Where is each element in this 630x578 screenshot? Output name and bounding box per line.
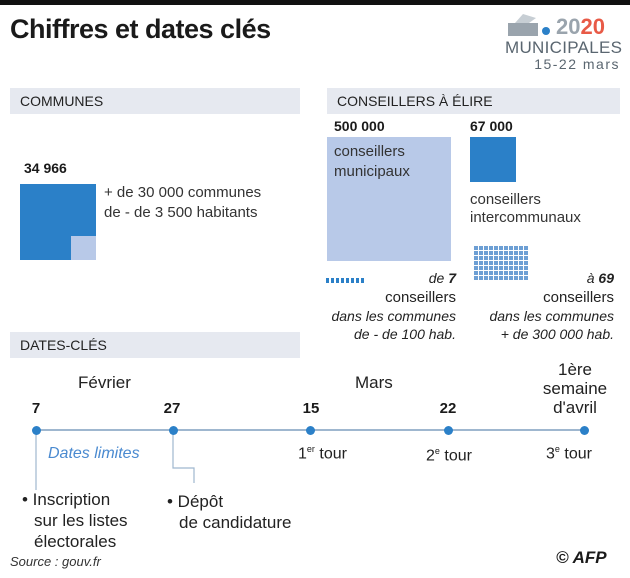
- small-commune-line2: dans les communes: [331, 308, 456, 324]
- communes-value: 34 966: [24, 160, 67, 176]
- inter-value: 67 000: [470, 118, 513, 134]
- communes-desc-2: de - de 3 500 habitants: [104, 204, 258, 221]
- month-march: Mars: [355, 373, 393, 392]
- ballot-box-icon: [508, 14, 550, 36]
- top-rule: [0, 0, 630, 5]
- section-dates: DATES-CLÉS: [10, 332, 300, 358]
- tour-3: 3e tour: [546, 444, 592, 463]
- source-note: Source : gouv.fr: [10, 554, 101, 569]
- note-inscription: • Inscription sur les listes électorales: [22, 489, 128, 552]
- large-commune-line3: + de 300 000 hab.: [500, 326, 614, 342]
- timeline-dot-avril: [580, 426, 589, 435]
- logo-dates: 15-22 mars: [534, 56, 620, 72]
- date-27: 27: [163, 400, 181, 417]
- municipaux-square: [327, 137, 451, 261]
- note-depot-1: • Dépôt: [167, 492, 224, 511]
- small-commune-line3: de - de 100 hab.: [354, 326, 456, 342]
- dates-limites-label: Dates limites: [48, 445, 140, 462]
- section-communes: COMMUNES: [10, 88, 300, 114]
- large-commune-count: à 69: [586, 270, 614, 286]
- section-conseillers: CONSEILLERS À ÉLIRE: [327, 88, 620, 114]
- inter-label-2: intercommunaux: [470, 209, 581, 226]
- note-depot: • Dépôt de candidature: [167, 491, 291, 533]
- timeline-dot-15: [306, 426, 315, 435]
- small-commune-word: conseillers: [385, 289, 456, 306]
- month-april: 1ère semaine d'avril: [540, 360, 610, 417]
- logo-year: 2020: [556, 14, 605, 39]
- timeline-dot-27: [169, 426, 178, 435]
- month-february: Février: [78, 373, 131, 392]
- inter-label-1: conseillers: [470, 191, 541, 208]
- small-commune-count: de 7: [428, 270, 456, 286]
- afp-credit: © AFP: [556, 548, 607, 567]
- date-15: 15: [302, 400, 320, 417]
- municipaux-label-2: municipaux: [334, 163, 410, 180]
- timeline-dot-7: [32, 426, 41, 435]
- large-commune-word: conseillers: [543, 289, 614, 306]
- note-inscription-2: sur les listes: [34, 511, 128, 530]
- communes-sub-square: [71, 236, 96, 260]
- large-commune-line2: dans les communes: [489, 308, 614, 324]
- communes-desc-1: + de 30 000 communes: [104, 184, 262, 201]
- tour-2: 2e tour: [426, 446, 472, 465]
- municipaux-label-1: conseillers: [334, 143, 405, 160]
- note-inscription-3: électorales: [34, 532, 117, 551]
- tour-1: 1er tour: [298, 444, 347, 463]
- small-commune-dots: [326, 278, 364, 283]
- page-title: Chiffres et dates clés: [10, 14, 271, 44]
- avril-line-1: 1ère: [557, 360, 593, 379]
- logo-label: MUNICIPALES: [505, 38, 623, 57]
- date-22: 22: [439, 400, 457, 417]
- large-commune-grid: [474, 246, 529, 281]
- note-depot-2: de candidature: [179, 513, 292, 532]
- avril-line-2: semaine: [542, 379, 608, 398]
- date-7: 7: [31, 400, 41, 417]
- timeline-dot-22: [444, 426, 453, 435]
- inter-square: [470, 137, 516, 182]
- note-inscription-1: • Inscription: [22, 490, 111, 509]
- municipaux-value: 500 000: [334, 118, 385, 134]
- avril-line-3: d'avril: [553, 398, 597, 417]
